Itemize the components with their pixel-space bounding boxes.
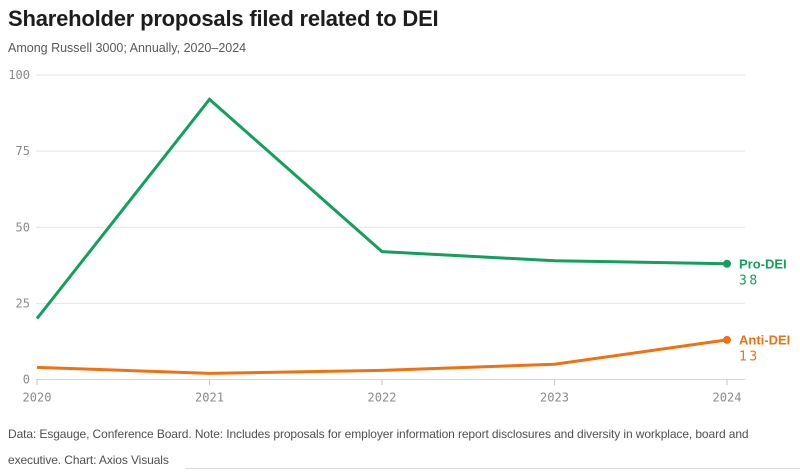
series-line-pro-dei — [35, 97, 728, 320]
series-end-value-pro-dei: 38 — [739, 273, 760, 288]
series-end-label-pro-dei: Pro-DEI — [739, 256, 787, 271]
source-note: Data: Esgauge, Conference Board. Note: I… — [8, 427, 749, 467]
y-tick-label: 50 — [16, 220, 30, 234]
chart-title: Shareholder proposals filed related to D… — [8, 6, 439, 31]
line-chart-svg: 0 25 50 75 100 2020 2021 2022 2023 2024 Pro-DEI 38 A… — [8, 68, 790, 405]
series-end-label-anti-dei: Anti-DEI — [739, 332, 790, 347]
y-tick-label: 75 — [16, 144, 30, 158]
x-tick-label: 2023 — [540, 391, 569, 405]
y-tick-label: 25 — [16, 296, 30, 310]
series-line-anti-dei — [36, 338, 728, 375]
divider — [185, 468, 800, 469]
chart-subtitle: Among Russell 3000; Annually, 2020–2024 — [8, 41, 247, 55]
x-tick-label: 2022 — [368, 391, 397, 405]
series-end-dot-pro-dei — [723, 259, 731, 268]
series-end-value-anti-dei: 13 — [739, 349, 760, 364]
x-tick-label: 2020 — [23, 391, 52, 405]
y-tick-label: 0 — [23, 373, 30, 387]
y-tick-label: 100 — [8, 68, 30, 82]
x-tick-label: 2024 — [713, 391, 742, 405]
x-tick-label: 2021 — [195, 391, 224, 405]
series-end-dot-anti-dei — [723, 335, 731, 344]
line-chart: 0 25 50 75 100 2020 2021 2022 2023 2024 Pro-DEI 38 A… — [0, 62, 800, 409]
